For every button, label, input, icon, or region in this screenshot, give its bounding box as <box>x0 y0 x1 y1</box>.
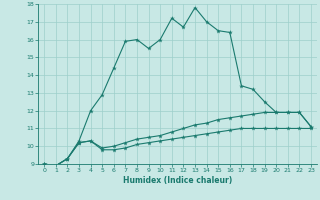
X-axis label: Humidex (Indice chaleur): Humidex (Indice chaleur) <box>123 176 232 185</box>
